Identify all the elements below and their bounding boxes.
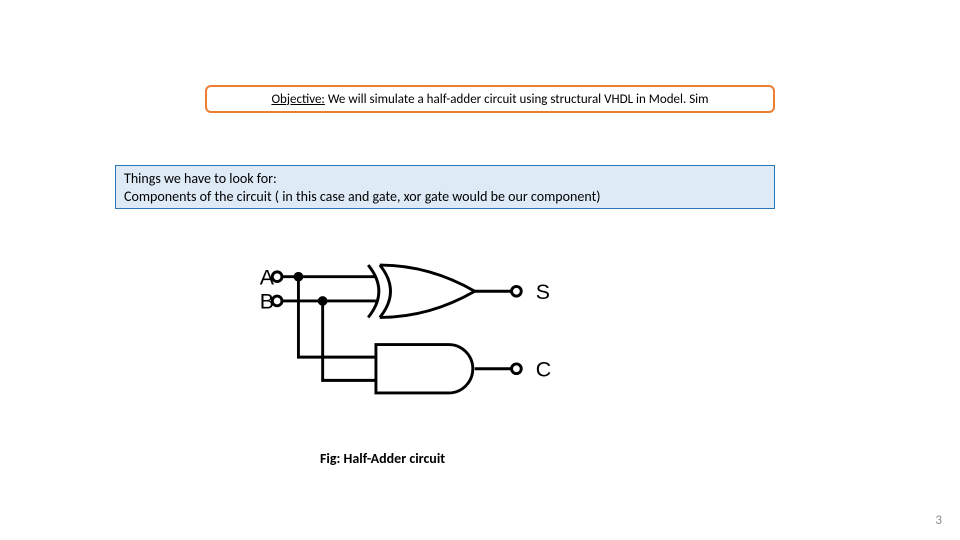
and-gate-shape bbox=[376, 345, 473, 393]
input-label-b: B bbox=[260, 290, 274, 314]
objective-box: Objective: We will simulate a half-adder… bbox=[205, 85, 775, 113]
figure-caption: Fig: Half-Adder circuit bbox=[320, 450, 445, 467]
gates-group bbox=[368, 265, 475, 393]
things-box: Things we have to look for: Components o… bbox=[115, 165, 775, 209]
junction-dot bbox=[318, 296, 328, 306]
terminal-dot bbox=[512, 286, 522, 296]
terminal-dot bbox=[512, 364, 522, 374]
wire bbox=[323, 301, 376, 380]
xor-back-arc-inner bbox=[380, 265, 391, 317]
objective-lead: Objective: bbox=[271, 92, 324, 107]
output-label-s: S bbox=[536, 280, 550, 304]
page-number: 3 bbox=[935, 513, 942, 528]
things-line-2: Components of the circuit ( in this case… bbox=[124, 188, 766, 206]
objective-text: Objective: We will simulate a half-adder… bbox=[271, 92, 708, 107]
junction-dot bbox=[294, 272, 304, 282]
xor-bottom bbox=[380, 291, 475, 317]
objective-body: We will simulate a half-adder circuit us… bbox=[325, 92, 709, 107]
xor-back-arc-outer bbox=[368, 265, 379, 317]
wire bbox=[298, 277, 376, 357]
input-label-a: A bbox=[260, 265, 275, 289]
things-line-1: Things we have to look for: bbox=[124, 170, 766, 188]
xor-top bbox=[380, 265, 475, 291]
labels-group: AB S C bbox=[260, 265, 551, 381]
circuit-svg: AB S C bbox=[250, 245, 560, 415]
output-label-c: C bbox=[536, 358, 551, 382]
wires-group bbox=[277, 277, 516, 381]
slide-page: Objective: We will simulate a half-adder… bbox=[0, 0, 960, 540]
half-adder-diagram: AB S C bbox=[250, 245, 560, 415]
